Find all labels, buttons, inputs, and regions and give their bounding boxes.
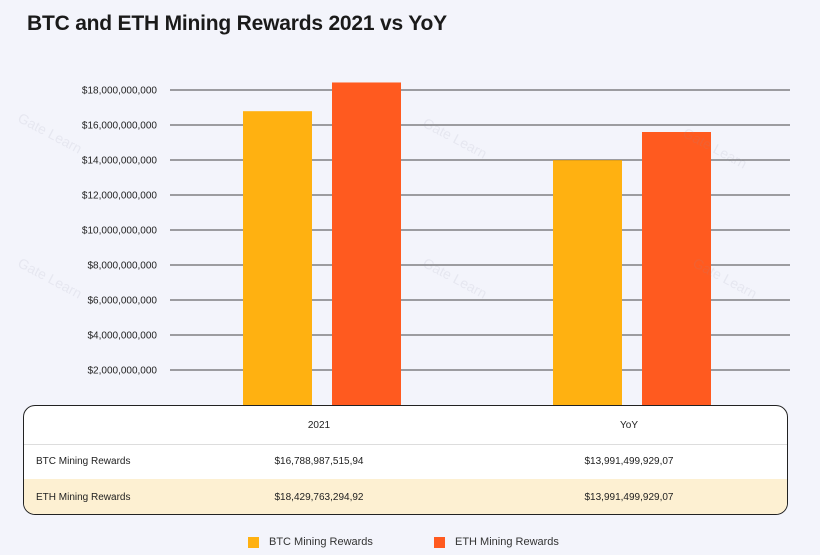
table-cell: $13,991,499,929,07 (584, 456, 674, 467)
chart-legend: BTC Mining Rewards ETH Mining Rewards (0, 536, 820, 552)
table-row-eth: ETH Mining Rewards $18,429,763,294,92 $1… (24, 479, 787, 514)
table-header-yoy: YoY (620, 419, 638, 431)
legend-label-eth: ETH Mining Rewards (455, 536, 559, 548)
table-row-label: BTC Mining Rewards (36, 456, 131, 467)
legend-swatch-btc (248, 536, 259, 548)
y-tick-label: $12,000,000,000 (82, 191, 158, 202)
legend-item-eth: ETH Mining Rewards (434, 536, 559, 548)
y-tick-label: $14,000,000,000 (82, 156, 158, 167)
table-row-label: ETH Mining Rewards (36, 492, 131, 503)
y-tick-label: $6,000,000,000 (87, 296, 157, 307)
table-cell: $18,429,763,294,92 (274, 492, 364, 503)
y-tick-label: $4,000,000,000 (87, 331, 157, 342)
y-tick-label: $16,000,000,000 (82, 121, 158, 132)
legend-swatch-eth (434, 536, 445, 548)
legend-item-btc: BTC Mining Rewards (248, 536, 373, 548)
y-tick-label: $10,000,000,000 (82, 226, 158, 237)
bar-btc-yoy (553, 160, 622, 405)
table-cell: $13,991,499,929,07 (584, 492, 674, 503)
y-tick-label: $8,000,000,000 (87, 261, 157, 272)
legend-label-btc: BTC Mining Rewards (269, 536, 373, 548)
table-header-2021: 2021 (307, 419, 331, 431)
y-tick-label: $2,000,000,000 (87, 366, 157, 377)
table-row-btc: BTC Mining Rewards $16,788,987,515,94 $1… (24, 444, 787, 480)
bar-eth-yoy (642, 132, 711, 405)
bar-btc-2021 (243, 111, 312, 405)
bar-eth-2021 (332, 82, 401, 406)
data-table: 2021 YoY BTC Mining Rewards $16,788,987,… (23, 405, 788, 515)
y-tick-label: $18,000,000,000 (82, 86, 158, 97)
table-cell: $16,788,987,515,94 (274, 456, 364, 467)
chart-title: BTC and ETH Mining Rewards 2021 vs YoY (27, 12, 447, 35)
table-header-row: 2021 YoY (24, 406, 787, 445)
